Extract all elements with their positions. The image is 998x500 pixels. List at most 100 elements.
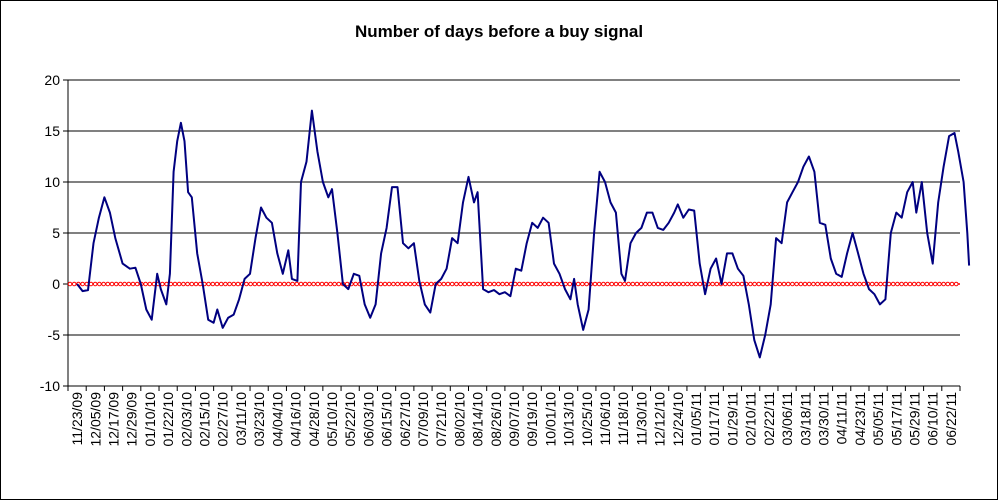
- zero-reference-marker: [542, 281, 547, 287]
- zero-reference-marker: [181, 281, 186, 287]
- zero-reference-marker: [680, 281, 686, 287]
- zero-reference-marker: [378, 281, 384, 287]
- x-tick-label: 03/30/11: [815, 392, 831, 446]
- zero-reference-marker: [399, 281, 405, 287]
- x-tick-label: 05/29/11: [906, 392, 922, 446]
- zero-reference-marker: [307, 281, 312, 287]
- zero-reference-marker: [756, 281, 762, 287]
- zero-reference-marker: [643, 281, 648, 287]
- zero-reference-marker: [580, 281, 585, 287]
- x-tick-label: 03/11/10: [233, 392, 249, 446]
- zero-reference-marker: [407, 281, 413, 287]
- zero-reference-marker: [500, 281, 505, 287]
- zero-reference-marker: [491, 281, 497, 287]
- zero-reference-marker: [953, 281, 959, 287]
- zero-reference-marker: [231, 281, 237, 287]
- zero-reference-marker: [777, 281, 783, 287]
- zero-reference-marker: [806, 281, 812, 287]
- zero-reference-marker: [630, 281, 636, 287]
- zero-reference-marker: [899, 281, 904, 287]
- zero-reference-marker: [113, 281, 119, 287]
- zero-reference-marker: [554, 281, 560, 287]
- zero-reference-marker: [857, 281, 862, 287]
- zero-reference-marker: [265, 281, 270, 287]
- zero-reference-marker: [773, 281, 778, 287]
- zero-reference-marker: [920, 281, 925, 287]
- zero-reference-marker: [874, 281, 879, 287]
- x-tick-label: 03/23/10: [251, 392, 267, 447]
- x-tick-label: 12/29/09: [124, 392, 140, 447]
- zero-reference-marker: [869, 281, 875, 287]
- zero-reference-marker: [731, 281, 736, 287]
- zero-reference-marker: [575, 281, 581, 287]
- zero-reference-marker: [945, 281, 951, 287]
- zero-reference-marker: [584, 281, 589, 287]
- zero-reference-marker: [672, 281, 678, 287]
- zero-reference-marker: [466, 281, 472, 287]
- zero-reference-marker: [67, 281, 73, 287]
- zero-reference-marker: [924, 281, 930, 287]
- zero-reference-marker: [840, 281, 846, 287]
- x-tick-label: 08/14/10: [470, 392, 486, 447]
- x-tick-label: 01/17/11: [706, 392, 722, 446]
- zero-reference-marker: [819, 281, 825, 287]
- zero-reference-marker: [655, 281, 661, 287]
- x-tick-label: 11/06/10: [597, 392, 613, 446]
- x-tick-label: 02/22/11: [761, 392, 777, 446]
- zero-reference-marker: [92, 281, 98, 287]
- zero-reference-marker: [676, 281, 682, 287]
- zero-reference-marker: [521, 281, 526, 287]
- zero-reference-marker: [798, 281, 804, 287]
- zero-reference-marker: [546, 281, 552, 287]
- zero-reference-marker: [97, 281, 102, 287]
- zero-reference-marker: [386, 281, 392, 287]
- zero-reference-marker: [916, 281, 921, 287]
- x-tick-label: 11/23/09: [69, 392, 85, 446]
- x-tick-label: 06/03/10: [360, 392, 376, 447]
- zero-reference-marker: [260, 281, 266, 287]
- zero-reference-marker: [848, 281, 854, 287]
- zero-reference-marker: [101, 281, 106, 287]
- zero-reference-marker: [214, 281, 220, 287]
- zero-reference-marker: [302, 281, 308, 287]
- zero-reference-marker: [185, 281, 190, 287]
- zero-reference-marker: [470, 281, 476, 287]
- series-line-days-before-buy-signal: [76, 109, 971, 359]
- zero-reference-marker: [370, 281, 375, 287]
- zero-reference-marker: [727, 281, 732, 287]
- zero-reference-marker: [907, 281, 913, 287]
- x-tick-label: 07/21/10: [433, 392, 449, 447]
- zero-reference-marker: [760, 281, 766, 287]
- zero-reference-marker: [949, 281, 955, 287]
- zero-reference-marker: [441, 281, 447, 287]
- x-tick-label: 06/22/11: [943, 392, 959, 446]
- x-tick-label: 12/05/09: [87, 392, 103, 447]
- zero-reference-marker: [462, 281, 468, 287]
- x-tick-label: 01/05/11: [688, 392, 704, 446]
- zero-reference-marker: [332, 281, 337, 287]
- zero-reference-marker: [328, 281, 333, 287]
- x-tick-label: 10/01/10: [542, 392, 558, 447]
- x-tick-label: 03/06/11: [779, 392, 795, 446]
- zero-reference-marker: [811, 281, 816, 287]
- x-tick-label: 04/04/10: [269, 392, 285, 447]
- zero-reference-marker: [210, 281, 216, 287]
- zero-reference-marker: [256, 281, 262, 287]
- zero-reference-marker: [538, 281, 543, 287]
- zero-reference-marker: [412, 281, 417, 287]
- zero-reference-marker: [890, 281, 896, 287]
- zero-reference-marker: [659, 281, 665, 287]
- zero-reference-marker: [395, 281, 400, 287]
- zero-reference-marker: [454, 281, 459, 287]
- x-tick-label: 02/15/10: [197, 392, 213, 447]
- zero-reference-marker: [147, 281, 153, 287]
- x-tick-label: 05/05/11: [870, 392, 886, 446]
- x-tick-label: 11/18/10: [615, 392, 631, 446]
- zero-reference-marker: [550, 281, 556, 287]
- zero-reference-marker: [722, 281, 728, 287]
- zero-reference-marker: [836, 281, 841, 287]
- zero-reference-marker: [685, 281, 690, 287]
- zero-reference-marker: [752, 281, 757, 287]
- zero-reference-marker: [126, 281, 132, 287]
- zero-reference-marker: [626, 281, 631, 287]
